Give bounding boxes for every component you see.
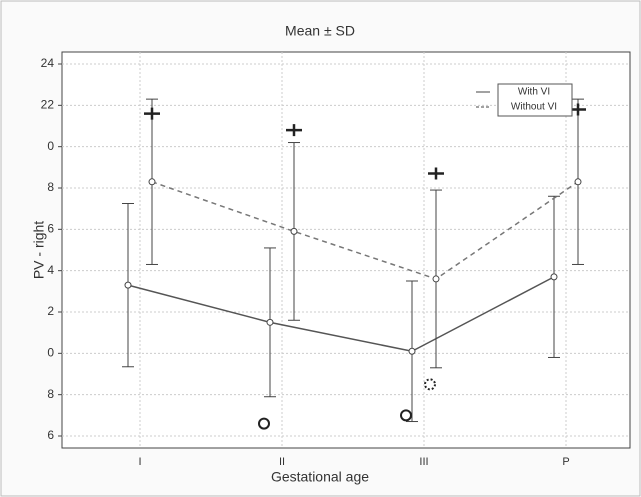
- x-tick-label: P: [562, 456, 569, 468]
- y-tick-label: 4: [47, 263, 54, 277]
- x-tick-label: III: [419, 456, 428, 468]
- extreme-marker: [570, 103, 586, 116]
- x-axis-label: Gestational age: [271, 469, 369, 485]
- outlier-marker: [400, 409, 412, 422]
- y-tick-label: 24: [41, 56, 55, 70]
- mean-point: [574, 178, 582, 186]
- outlier-marker: [258, 417, 270, 430]
- y-axis-label: PV - right: [31, 221, 47, 279]
- mean-point: [432, 275, 440, 283]
- mean-point: [124, 281, 132, 289]
- mean-point: [550, 273, 558, 281]
- x-tick-label: I: [138, 456, 141, 468]
- extreme-marker: [144, 107, 160, 120]
- series-line: [151, 181, 579, 280]
- legend-label: Without VI: [511, 102, 557, 113]
- y-tick-label: 2: [47, 304, 54, 318]
- y-tick-label: 0: [47, 346, 54, 360]
- legend-box: [497, 83, 573, 117]
- y-tick-label: 8: [47, 180, 54, 194]
- y-tick-label: 6: [47, 428, 54, 442]
- mean-point: [408, 347, 416, 355]
- extreme-marker: [428, 167, 444, 180]
- mean-point: [290, 227, 298, 235]
- mean-point: [266, 318, 274, 326]
- chart-title: Mean ± SD: [285, 23, 355, 39]
- extreme-marker: [286, 124, 302, 137]
- x-tick-label: II: [279, 456, 285, 468]
- y-tick-label: 22: [41, 98, 55, 112]
- y-tick-label: 0: [47, 139, 54, 153]
- series-line: [127, 276, 555, 353]
- plot-area: [61, 51, 631, 449]
- outlier-marker: [424, 378, 436, 391]
- y-tick-label: 8: [47, 387, 54, 401]
- legend-label: With VI: [518, 87, 550, 98]
- y-tick-label: 6: [47, 222, 54, 236]
- mean-point: [148, 178, 156, 186]
